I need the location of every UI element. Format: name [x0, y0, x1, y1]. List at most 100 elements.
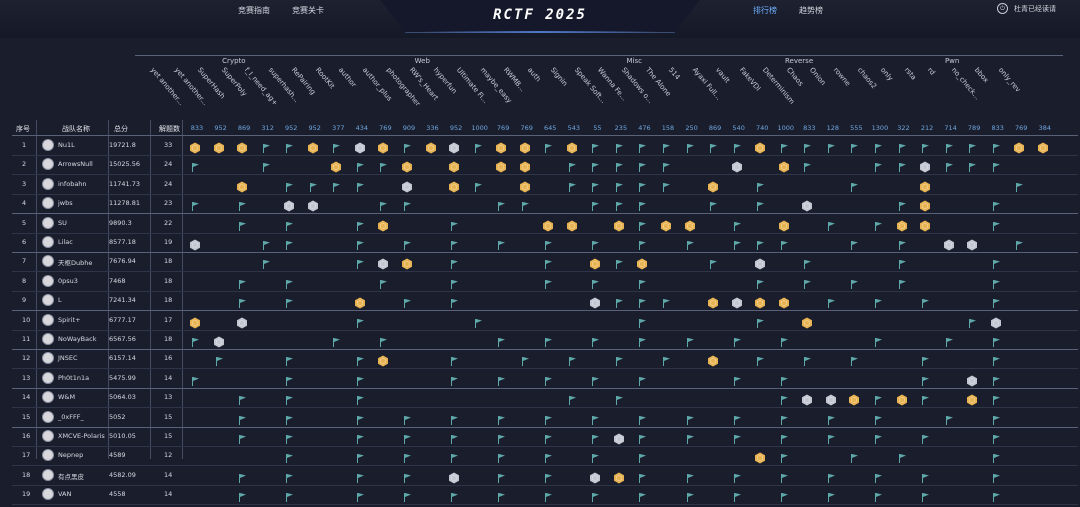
- team-name[interactable]: ArrowsNull: [58, 160, 93, 169]
- table-row[interactable]: 8 0psu3 7468 18: [12, 272, 1078, 292]
- flag-icon: [354, 391, 366, 406]
- team-points: 6567.56: [109, 335, 136, 343]
- flag-icon: [966, 314, 978, 328]
- team-name[interactable]: W&M: [58, 393, 76, 402]
- flag-icon: [943, 158, 955, 173]
- challenge-name[interactable]: auth: [525, 66, 543, 84]
- power-icon[interactable]: ⏻: [997, 3, 1008, 14]
- flag-icon: [801, 275, 813, 289]
- flag-icon: [707, 197, 719, 212]
- team-name[interactable]: Nepnep: [58, 451, 84, 460]
- challenge-name[interactable]: only_rev: [996, 66, 1022, 94]
- table-row[interactable]: 13 Ph0t1n1a 5475.99 14: [12, 369, 1078, 389]
- challenge-score: 869: [708, 124, 722, 132]
- silver-medal-icon: [448, 139, 460, 154]
- challenge-name[interactable]: chaos2: [855, 66, 878, 91]
- nav-levels[interactable]: 竞赛关卡: [292, 6, 324, 15]
- flag-icon: [448, 352, 460, 367]
- flag-icon: [472, 139, 484, 153]
- challenge-name[interactable]: Signin: [549, 66, 570, 88]
- team-points: 9890.3: [109, 218, 132, 227]
- table-row[interactable]: 10 Spirit+ 6777.17 17: [12, 311, 1078, 331]
- table-row[interactable]: 3 infobahn 11741.73 24: [12, 175, 1078, 195]
- gold-medal-icon: [801, 314, 813, 329]
- team-name[interactable]: Nu1L: [58, 141, 75, 149]
- challenge-name[interactable]: Chaos: [784, 66, 805, 88]
- team-name[interactable]: 0psu3: [58, 276, 78, 285]
- flag-icon: [660, 352, 672, 367]
- flag-icon: [283, 178, 295, 192]
- table-row[interactable]: 2 ArrowsNull 15025.56 24: [12, 155, 1078, 176]
- team-name[interactable]: L: [58, 296, 62, 305]
- flag-icon: [919, 430, 931, 444]
- challenge-name[interactable]: only: [878, 66, 895, 83]
- nav-guide[interactable]: 竞赛指南: [238, 6, 270, 15]
- flag-icon: [542, 275, 554, 289]
- flag-icon: [754, 352, 766, 367]
- flag-icon: [778, 236, 790, 250]
- challenge-score: 377: [332, 124, 345, 132]
- nav-leaderboard[interactable]: 排行榜: [753, 6, 777, 15]
- team-points: 5052: [109, 412, 126, 421]
- flag-icon: [330, 178, 342, 192]
- challenge-name[interactable]: vault: [714, 66, 732, 85]
- team-name[interactable]: infobahn: [58, 179, 87, 188]
- flag-icon: [613, 294, 625, 309]
- flag-icon: [684, 469, 696, 483]
- team-name[interactable]: SU: [58, 218, 67, 227]
- table-row[interactable]: 14 W&M 5064.03 13: [12, 388, 1078, 409]
- team-name[interactable]: Spirit+: [58, 315, 81, 324]
- team-rank: 5: [22, 218, 27, 227]
- team-name[interactable]: _0xFFF_: [58, 412, 84, 421]
- team-name[interactable]: VAN: [58, 490, 72, 499]
- table-row[interactable]: 15 _0xFFF_ 5052 15: [12, 408, 1078, 428]
- flag-icon: [731, 411, 743, 425]
- table-row[interactable]: 6 Lilac 8577.18 19: [12, 233, 1078, 253]
- flag-icon: [919, 469, 931, 483]
- table-row[interactable]: 9 L 7241.34 18: [12, 291, 1078, 312]
- flag-icon: [589, 139, 601, 153]
- team-name[interactable]: Lilac: [58, 238, 73, 246]
- table-row[interactable]: 16 XMCVE-Polaris 5010.05 15: [12, 427, 1078, 447]
- silver-medal-icon: [966, 372, 978, 387]
- challenge-name[interactable]: RWMB...: [502, 66, 527, 94]
- silver-medal-icon: [354, 139, 366, 154]
- challenge-name[interactable]: 514: [666, 66, 682, 82]
- flag-icon: [731, 372, 743, 386]
- table-row[interactable]: 12 JNSEC 6157.14 16: [12, 349, 1078, 370]
- nav-trends[interactable]: 趋势榜: [799, 6, 823, 15]
- user-menu[interactable]: ⏻ 杜青已经读请: [997, 3, 1056, 14]
- table-row[interactable]: 7 天枢Dubhe 7676.94 18: [12, 252, 1078, 273]
- challenge-name[interactable]: FakeVDI: [737, 66, 762, 93]
- team-name[interactable]: 天枢Dubhe: [58, 259, 93, 268]
- table-row[interactable]: 11 NoWayBack 6567.56 18: [12, 330, 1078, 350]
- flag-icon: [754, 236, 766, 250]
- table-row[interactable]: 18 有点黑皮 4582.09 14: [12, 466, 1078, 486]
- table-row[interactable]: 5 SU 9890.3 22: [12, 214, 1078, 234]
- challenge-name[interactable]: rd: [926, 66, 937, 77]
- challenge-score: 909: [402, 124, 416, 132]
- team-solves: 12: [164, 451, 173, 460]
- team-name[interactable]: JNSEC: [58, 354, 78, 363]
- challenge-name[interactable]: Onion: [808, 66, 828, 87]
- gold-medal-icon: [377, 139, 389, 154]
- challenge-name[interactable]: bbox: [973, 66, 991, 85]
- challenge-name[interactable]: RootKit: [313, 66, 337, 91]
- flag-icon: [872, 217, 884, 231]
- team-name[interactable]: NoWayBack: [58, 335, 97, 343]
- team-name[interactable]: 有点黑皮: [58, 472, 84, 481]
- team-name[interactable]: XMCVE-Polaris: [58, 432, 105, 440]
- flag-icon: [542, 488, 554, 503]
- table-row[interactable]: 4 jwbs 11278.81 23: [12, 194, 1078, 215]
- team-avatar: [42, 391, 54, 404]
- team-name[interactable]: jwbs: [58, 199, 73, 208]
- team-name[interactable]: Ph0t1n1a: [58, 373, 90, 382]
- flag-icon: [307, 178, 319, 192]
- challenge-score: 789: [967, 124, 981, 132]
- challenge-name[interactable]: rowne: [831, 66, 852, 88]
- table-row[interactable]: 1 Nu1L 19721.8 33: [12, 136, 1078, 156]
- challenge-name[interactable]: rsta: [902, 66, 918, 82]
- table-row[interactable]: 19 VAN 4558 14: [12, 485, 1078, 506]
- table-row[interactable]: 17 Nepnep 4589 12: [12, 446, 1078, 467]
- challenge-name[interactable]: author: [337, 66, 359, 89]
